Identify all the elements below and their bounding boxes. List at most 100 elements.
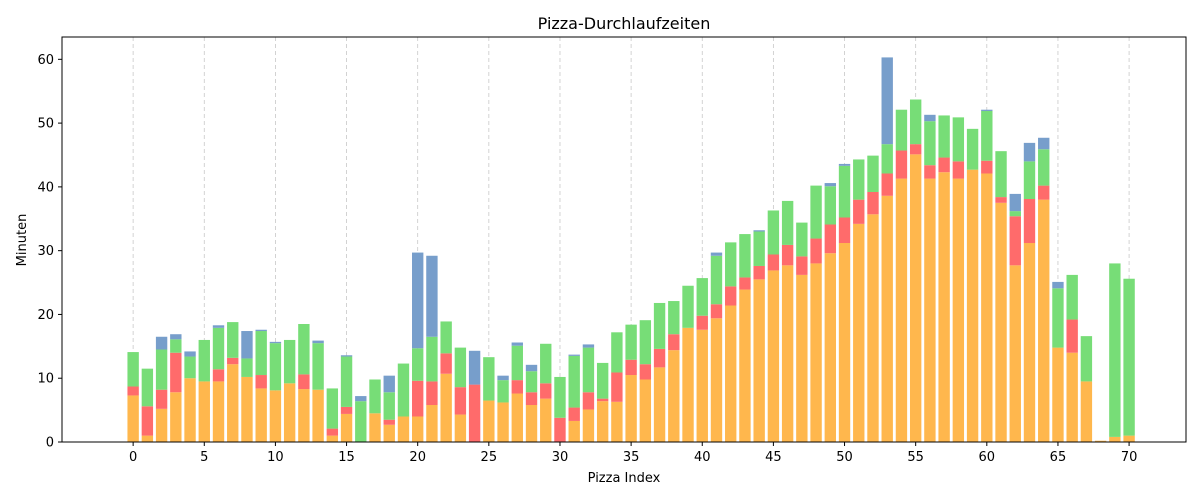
bar-orange-7 [227,364,239,442]
bar-orange-33 [596,401,609,442]
bar-green-67 [1080,336,1093,382]
bar-green-63 [1023,161,1036,199]
bar-green-48 [810,185,822,239]
bar-red-60 [981,160,993,174]
bar-red-48 [810,238,822,264]
y-tick-label: 30 [37,244,54,259]
bar-green-11 [283,339,296,384]
bar-green-45 [767,210,780,255]
bar-blue-63 [1023,142,1036,162]
bar-orange-67 [1080,381,1093,442]
bar-green-8 [241,358,253,377]
bar-red-61 [995,197,1007,203]
bar-orange-8 [241,376,253,442]
x-axis-title: Pizza Index [588,471,661,486]
y-tick-label: 10 [37,372,54,387]
bar-green-47 [796,222,808,257]
bar-red-24 [468,384,481,442]
bar-blue-15 [340,355,353,357]
bar-blue-6 [212,325,225,328]
y-tick-label: 0 [46,436,54,451]
bar-green-33 [596,362,609,399]
bar-blue-44 [753,230,765,232]
bar-blue-3 [170,334,182,340]
x-tick-label: 35 [623,450,640,465]
bar-red-32 [582,392,595,410]
bar-green-64 [1038,149,1050,186]
bar-orange-1 [141,435,154,442]
bar-orange-6 [212,381,225,442]
bar-red-54 [895,150,908,179]
bar-red-66 [1066,319,1078,353]
bar-orange-58 [952,178,965,442]
x-tick-label: 10 [267,450,284,465]
bar-orange-65 [1052,347,1064,442]
bar-green-3 [170,339,182,353]
bar-orange-34 [611,401,623,442]
bar-red-7 [227,357,239,365]
bar-orange-25 [483,400,495,442]
bar-orange-10 [269,390,282,442]
x-tick-label: 30 [552,450,569,465]
bar-orange-43 [739,289,751,442]
bar-blue-20 [412,252,424,349]
bar-red-2 [155,389,168,409]
bar-green-14 [326,388,339,429]
bar-green-69 [1109,263,1121,437]
bar-green-32 [582,347,595,393]
bar-orange-32 [582,409,595,442]
bar-orange-42 [725,305,737,442]
bar-green-34 [611,332,623,373]
bar-orange-55 [909,154,922,443]
bar-green-17 [369,379,381,414]
y-tick-label: 20 [37,308,54,323]
bar-red-44 [753,265,765,280]
bar-orange-36 [639,379,652,442]
bar-blue-8 [241,331,253,359]
y-tick-label: 40 [37,180,54,195]
bar-red-15 [340,406,353,414]
bar-red-50 [838,217,851,244]
y-axis-ticks: 0 10 20 30 40 50 60 [37,53,62,451]
bar-red-18 [383,419,395,425]
bar-orange-11 [283,383,296,442]
bar-blue-65 [1052,281,1064,289]
bar-orange-41 [710,318,723,442]
bar-green-57 [938,115,950,158]
bar-red-40 [696,315,708,330]
bar-red-14 [326,428,339,436]
bar-blue-56 [924,114,936,122]
bar-blue-32 [582,344,595,348]
bar-orange-38 [668,350,680,442]
bar-blue-31 [568,354,580,356]
bar-orange-23 [454,414,467,442]
bar-red-46 [781,244,794,266]
bar-orange-9 [255,388,267,442]
bar-orange-37 [653,367,666,442]
bar-orange-53 [881,195,893,442]
bar-red-33 [596,398,609,402]
bar-orange-40 [696,329,708,442]
bar-green-6 [212,327,225,370]
bar-green-70 [1123,278,1135,436]
bar-orange-14 [326,435,339,442]
bar-red-30 [554,417,566,442]
bar-green-28 [525,371,538,393]
bar-green-25 [483,357,495,401]
bar-red-53 [881,173,893,196]
x-tick-label: 70 [1121,450,1138,465]
bar-blue-53 [881,57,893,145]
bar-red-43 [739,277,751,290]
x-tick-label: 60 [979,450,996,465]
bar-orange-68 [1094,440,1107,442]
bar-red-62 [1009,216,1021,266]
bar-red-57 [938,157,950,173]
bar-blue-41 [710,252,723,256]
bar-blue-2 [155,336,168,350]
bar-orange-61 [995,202,1007,442]
bar-orange-4 [184,378,196,442]
bar-green-10 [269,343,282,391]
bar-blue-64 [1038,137,1050,150]
bar-red-21 [426,381,438,406]
bar-orange-2 [155,408,168,442]
